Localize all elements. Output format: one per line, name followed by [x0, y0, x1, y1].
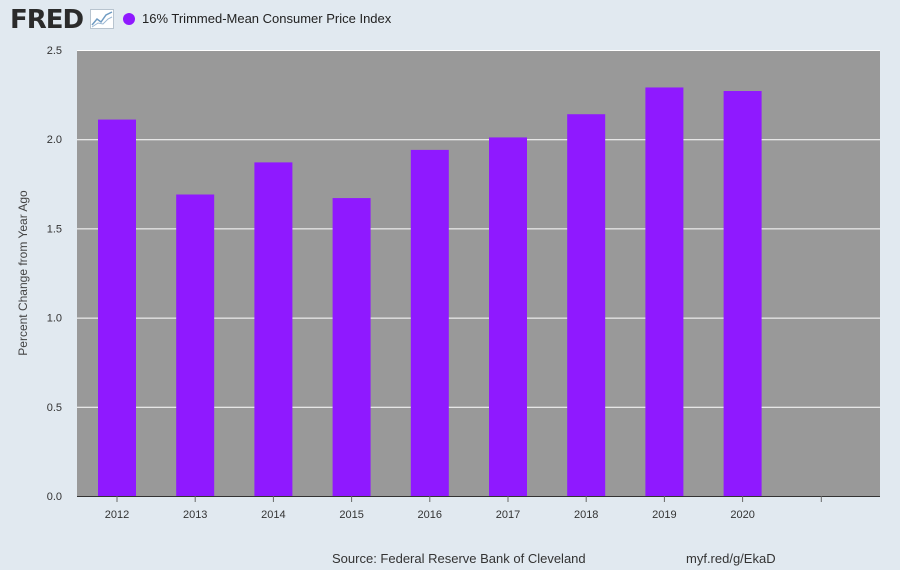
- y-tick-label: 0.5: [47, 402, 62, 414]
- source-note: Source: Federal Reserve Bank of Clevelan…: [332, 551, 586, 566]
- fred-logo[interactable]: FRED: [10, 5, 84, 35]
- short-link[interactable]: myf.red/g/EkaD: [686, 551, 776, 566]
- bars: [98, 87, 762, 497]
- legend-marker: [123, 13, 135, 25]
- x-tick-label: 2018: [574, 509, 598, 521]
- bar-2020[interactable]: [723, 91, 762, 497]
- y-tick-label: 1.5: [47, 223, 62, 235]
- y-tick-label: 1.0: [47, 313, 62, 325]
- x-tick-label: 2014: [261, 509, 285, 521]
- y-axis-label: Percent Change from Year Ago: [16, 190, 30, 356]
- x-tick-label: 2015: [339, 509, 363, 521]
- chart-header: FRED 16% Trimmed-Mean Consumer Price Ind…: [0, 0, 900, 40]
- x-tick-label: 2017: [496, 509, 520, 521]
- x-tick-label: 2020: [730, 509, 754, 521]
- x-axis-ticks: 2012 2013 2014 2015 2016 2017 2018 2019 2020: [105, 496, 822, 521]
- x-tick-label: 2016: [418, 509, 442, 521]
- bar-2016[interactable]: [410, 149, 449, 497]
- bar-2012[interactable]: [98, 119, 136, 497]
- bar-2014[interactable]: [254, 162, 293, 496]
- y-tick-label: 2.5: [47, 45, 62, 57]
- x-tick-label: 2013: [183, 509, 207, 521]
- bar-2017[interactable]: [489, 137, 527, 496]
- bar-2013[interactable]: [176, 194, 215, 496]
- y-tick-label: 0.0: [47, 491, 62, 503]
- x-tick-label: 2012: [105, 509, 129, 521]
- bar-2019[interactable]: [645, 87, 684, 497]
- bar-2015[interactable]: [332, 198, 371, 496]
- y-axis-ticks: 0.0 0.5 1.0 1.5 2.0 2.5: [47, 45, 62, 503]
- bar-2018[interactable]: [567, 114, 606, 496]
- y-tick-label: 2.0: [47, 134, 62, 146]
- line-graph-icon: [90, 9, 114, 29]
- legend-label[interactable]: 16% Trimmed-Mean Consumer Price Index: [142, 11, 392, 26]
- x-tick-label: 2019: [652, 509, 676, 521]
